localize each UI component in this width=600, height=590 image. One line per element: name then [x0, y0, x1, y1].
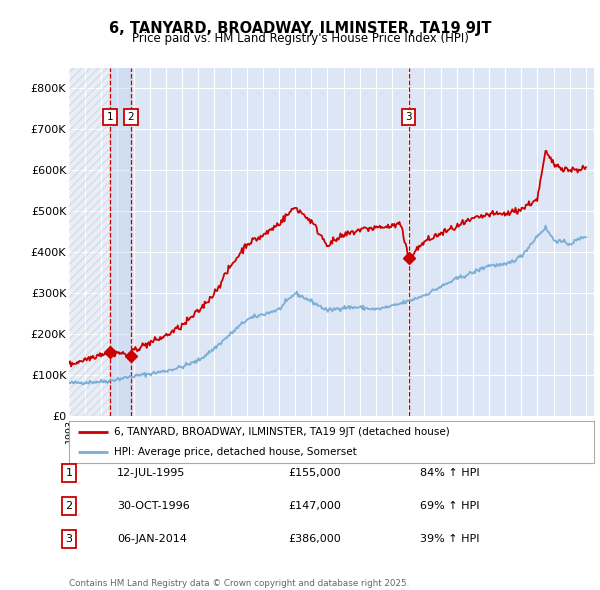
Text: 1: 1	[65, 468, 73, 478]
Text: 39% ↑ HPI: 39% ↑ HPI	[420, 535, 479, 544]
Text: £386,000: £386,000	[288, 535, 341, 544]
Text: 30-OCT-1996: 30-OCT-1996	[117, 502, 190, 511]
Text: 3: 3	[405, 112, 412, 122]
Text: 1: 1	[107, 112, 113, 122]
Text: 06-JAN-2014: 06-JAN-2014	[117, 535, 187, 544]
Text: £147,000: £147,000	[288, 502, 341, 511]
Text: 12-JUL-1995: 12-JUL-1995	[117, 468, 185, 478]
Text: 6, TANYARD, BROADWAY, ILMINSTER, TA19 9JT (detached house): 6, TANYARD, BROADWAY, ILMINSTER, TA19 9J…	[113, 427, 449, 437]
Text: Price paid vs. HM Land Registry's House Price Index (HPI): Price paid vs. HM Land Registry's House …	[131, 32, 469, 45]
Text: Contains HM Land Registry data © Crown copyright and database right 2025.
This d: Contains HM Land Registry data © Crown c…	[69, 579, 409, 590]
Text: 69% ↑ HPI: 69% ↑ HPI	[420, 502, 479, 511]
Text: 2: 2	[128, 112, 134, 122]
Text: 2: 2	[65, 502, 73, 511]
Text: 3: 3	[65, 535, 73, 544]
Text: HPI: Average price, detached house, Somerset: HPI: Average price, detached house, Some…	[113, 447, 356, 457]
Text: £155,000: £155,000	[288, 468, 341, 478]
Bar	[110, 68, 131, 416]
Text: 84% ↑ HPI: 84% ↑ HPI	[420, 468, 479, 478]
Bar	[69, 68, 110, 416]
Text: 6, TANYARD, BROADWAY, ILMINSTER, TA19 9JT: 6, TANYARD, BROADWAY, ILMINSTER, TA19 9J…	[109, 21, 491, 35]
